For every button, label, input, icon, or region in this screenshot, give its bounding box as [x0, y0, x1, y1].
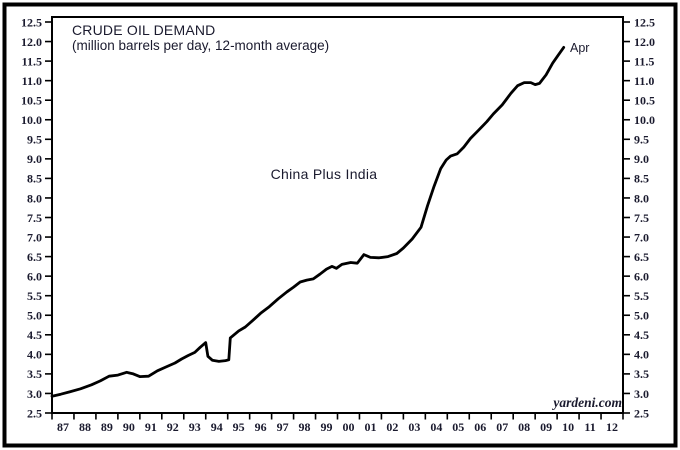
x-axis-label: 05 — [452, 420, 464, 434]
x-axis-label: 03 — [408, 420, 420, 434]
x-axis-label: 97 — [277, 420, 289, 434]
x-axis-label: 00 — [342, 420, 354, 434]
y-axis-label-left: 11.0 — [22, 74, 42, 88]
latest-point-label: Apr — [570, 41, 590, 55]
y-axis-label-left: 4.5 — [27, 328, 42, 342]
y-axis-label-right: 4.5 — [634, 328, 649, 342]
y-axis-label-right: 6.5 — [634, 250, 649, 264]
y-axis-label-right: 5.0 — [634, 309, 649, 323]
y-axis-label-left: 5.0 — [27, 309, 42, 323]
y-axis-label-right: 10.5 — [634, 94, 655, 108]
x-axis-label: 90 — [123, 420, 135, 434]
y-axis-label-left: 6.0 — [27, 269, 42, 283]
y-axis-label-left: 10.0 — [21, 113, 42, 127]
chart-subtitle: (million barrels per day, 12-month avera… — [72, 38, 330, 53]
x-axis-label: 96 — [255, 420, 267, 434]
x-axis-label: 02 — [386, 420, 398, 434]
y-axis-label-right: 12.0 — [634, 35, 655, 49]
y-axis-label-left: 12.5 — [21, 15, 42, 29]
x-axis-label: 94 — [211, 420, 223, 434]
y-axis-label-left: 11.5 — [22, 54, 42, 68]
y-axis-label-right: 2.5 — [634, 406, 649, 420]
y-axis-label-right: 6.0 — [634, 269, 649, 283]
demand-line — [50, 46, 566, 398]
x-axis-label: 95 — [233, 420, 245, 434]
y-axis-label-right: 4.0 — [634, 348, 649, 362]
y-axis-label-right: 9.0 — [634, 152, 649, 166]
y-axis-label-left: 2.5 — [27, 406, 42, 420]
x-axis-label: 12 — [606, 420, 618, 434]
y-axis-label-right: 8.0 — [634, 191, 649, 205]
x-axis-label: 92 — [167, 420, 179, 434]
y-axis-label-right: 10.0 — [634, 113, 655, 127]
series-label: China Plus India — [270, 166, 378, 182]
x-axis-label: 88 — [79, 420, 91, 434]
x-axis-label: 06 — [474, 420, 486, 434]
x-axis-label: 99 — [321, 420, 333, 434]
x-axis-label: 93 — [189, 420, 201, 434]
y-axis-label-right: 7.5 — [634, 211, 649, 225]
x-axis-label: 10 — [562, 420, 574, 434]
y-axis-label-left: 6.5 — [27, 250, 42, 264]
y-axis-label-right: 8.5 — [634, 172, 649, 186]
y-axis-label-right: 3.0 — [634, 387, 649, 401]
y-axis-label-left: 9.5 — [27, 133, 42, 147]
y-axis-label-left: 5.5 — [27, 289, 42, 303]
y-axis-label-right: 7.0 — [634, 230, 649, 244]
y-axis-label-right: 9.5 — [634, 133, 649, 147]
y-axis-label-right: 11.0 — [634, 74, 654, 88]
x-axis-label: 01 — [364, 420, 376, 434]
y-axis-label-left: 8.0 — [27, 191, 42, 205]
x-axis-label: 08 — [518, 420, 530, 434]
watermark: yardeni.com — [553, 395, 622, 410]
x-axis-label: 04 — [430, 420, 442, 434]
y-axis-label-right: 5.5 — [634, 289, 649, 303]
y-axis-label-right: 12.5 — [634, 15, 655, 29]
x-axis-label: 11 — [584, 420, 595, 434]
x-axis-label: 87 — [57, 420, 69, 434]
x-axis-label: 07 — [496, 420, 508, 434]
y-axis-label-left: 8.5 — [27, 172, 42, 186]
x-axis-label: 98 — [299, 420, 311, 434]
x-axis-label: 09 — [540, 420, 552, 434]
y-axis-label-left: 12.0 — [21, 35, 42, 49]
y-axis-label-left: 3.5 — [27, 367, 42, 381]
y-axis-label-left: 4.0 — [27, 348, 42, 362]
chart-title: CRUDE OIL DEMAND — [72, 22, 216, 38]
x-axis-label: 89 — [101, 420, 113, 434]
y-axis-label-left: 7.5 — [27, 211, 42, 225]
y-axis-label-left: 3.0 — [27, 387, 42, 401]
x-axis-label: 91 — [145, 420, 157, 434]
y-axis-label-right: 3.5 — [634, 367, 649, 381]
plot-box — [51, 16, 624, 414]
y-axis-label-right: 11.5 — [634, 54, 654, 68]
y-axis-label-left: 7.0 — [27, 230, 42, 244]
chart-title-block: CRUDE OIL DEMAND (million barrels per da… — [72, 22, 330, 54]
y-axis-label-left: 9.0 — [27, 152, 42, 166]
y-axis-label-left: 10.5 — [21, 94, 42, 108]
